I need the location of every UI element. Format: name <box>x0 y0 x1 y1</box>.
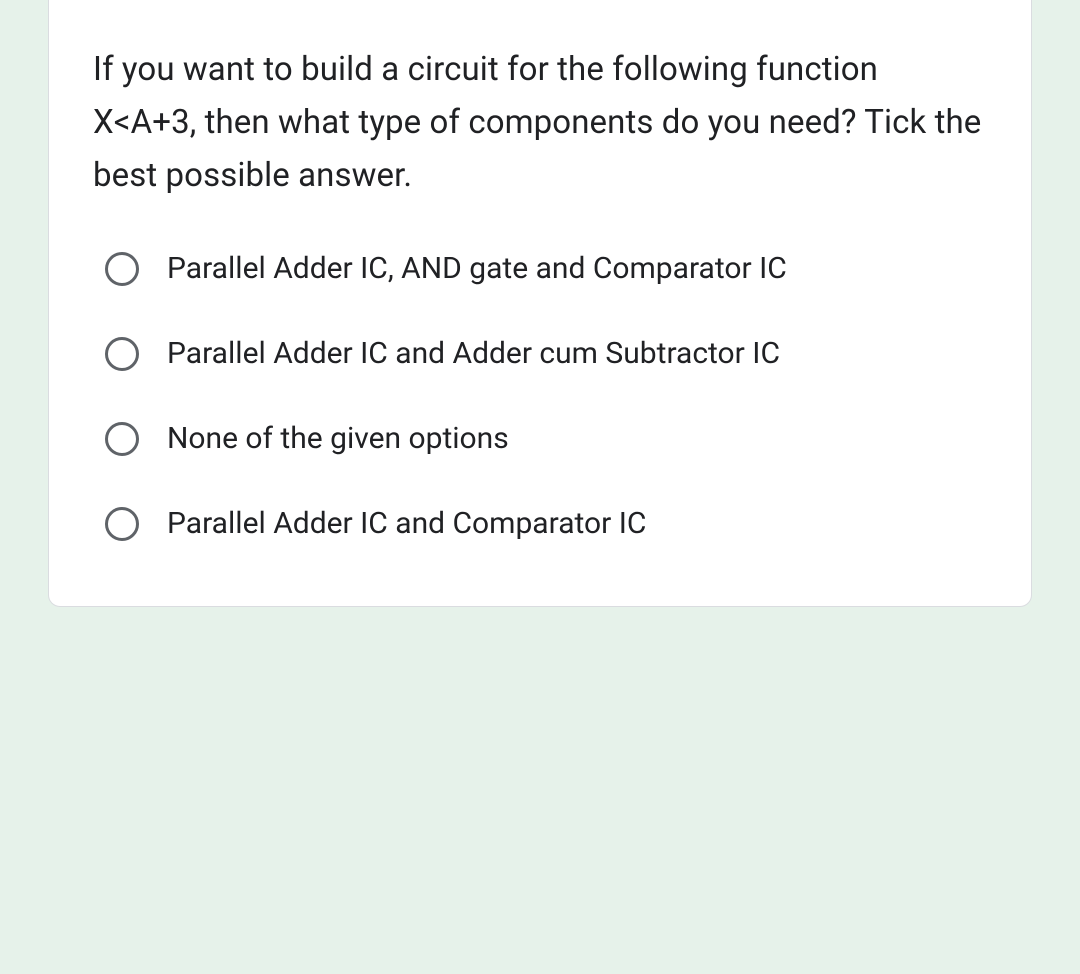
options-group: Parallel Adder IC, AND gate and Comparat… <box>93 246 987 546</box>
radio-icon <box>105 422 139 456</box>
question-text: If you want to build a circuit for the f… <box>93 44 987 202</box>
radio-icon <box>105 507 139 541</box>
option-2[interactable]: Parallel Adder IC and Adder cum Subtract… <box>105 331 987 376</box>
option-label: Parallel Adder IC, AND gate and Comparat… <box>167 246 787 291</box>
option-label: Parallel Adder IC and Adder cum Subtract… <box>167 331 780 376</box>
option-label: None of the given options <box>167 416 509 461</box>
radio-icon <box>105 337 139 371</box>
option-4[interactable]: Parallel Adder IC and Comparator IC <box>105 501 987 546</box>
question-card: If you want to build a circuit for the f… <box>48 0 1032 607</box>
option-label: Parallel Adder IC and Comparator IC <box>167 501 646 546</box>
radio-icon <box>105 252 139 286</box>
option-3[interactable]: None of the given options <box>105 416 987 461</box>
option-1[interactable]: Parallel Adder IC, AND gate and Comparat… <box>105 246 987 291</box>
